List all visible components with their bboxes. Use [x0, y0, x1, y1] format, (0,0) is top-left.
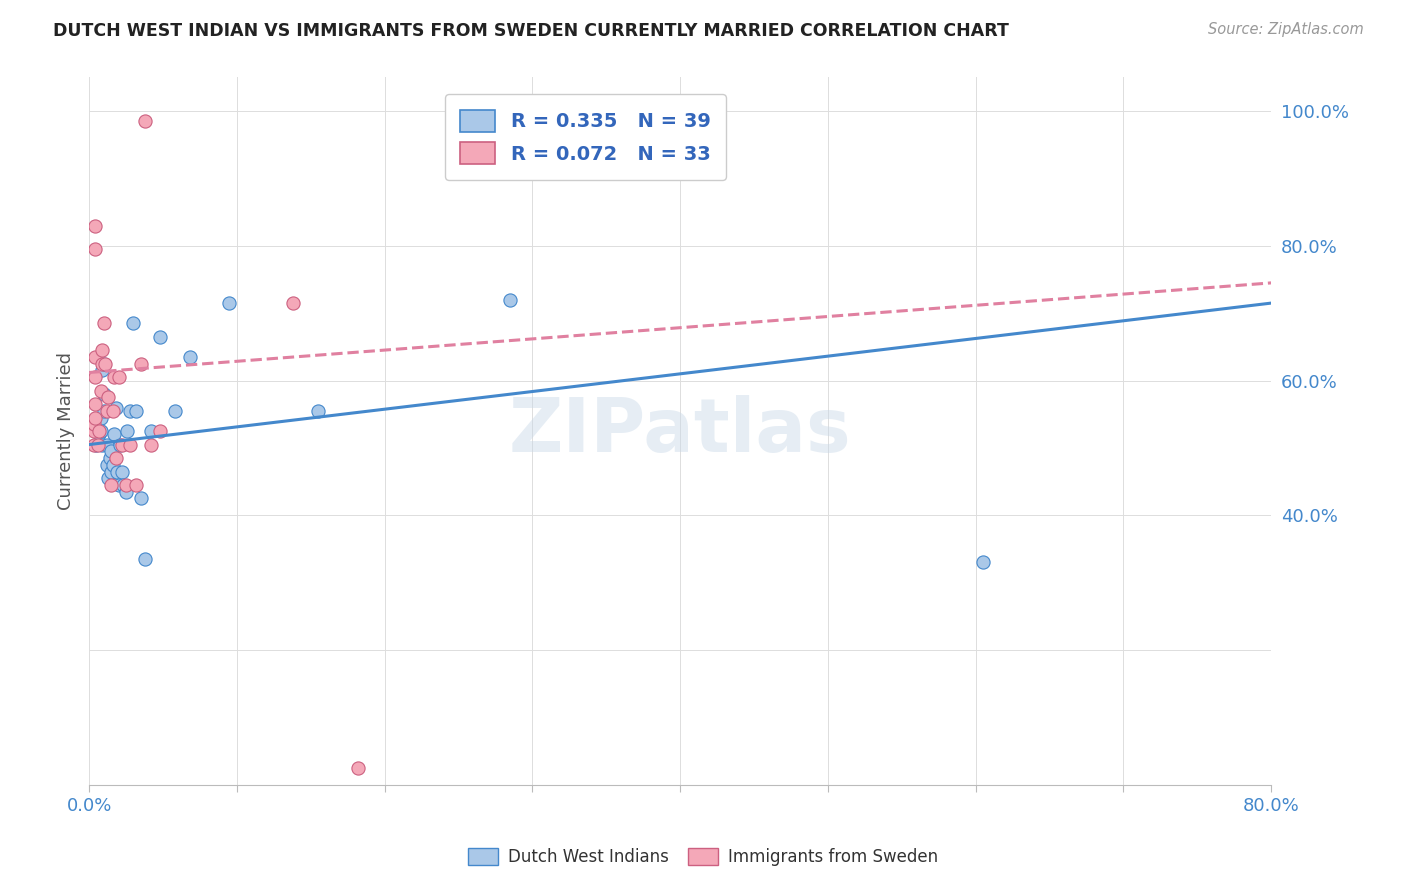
Point — [84, 350, 107, 364]
Point — [120, 437, 142, 451]
Point — [100, 444, 122, 458]
Point — [107, 370, 129, 384]
Point — [125, 404, 148, 418]
Point — [96, 458, 118, 472]
Point — [87, 437, 110, 451]
Point — [83, 437, 105, 451]
Point — [91, 343, 114, 358]
Text: ZIPatlas: ZIPatlas — [509, 394, 852, 467]
Point — [110, 437, 132, 451]
Point — [139, 424, 162, 438]
Point — [972, 556, 994, 570]
Point — [94, 357, 117, 371]
Point — [120, 404, 142, 418]
Point — [93, 387, 115, 401]
Point — [98, 451, 121, 466]
Point — [105, 465, 128, 479]
Point — [149, 424, 172, 438]
Point — [101, 458, 124, 472]
Point — [96, 437, 118, 451]
Point — [90, 384, 112, 398]
Point — [97, 391, 120, 405]
Point — [108, 437, 131, 451]
Point — [347, 761, 370, 775]
Point — [129, 357, 152, 371]
Point — [499, 293, 522, 307]
Point — [84, 219, 107, 233]
Point — [84, 242, 107, 256]
Point — [86, 437, 108, 451]
Point — [218, 296, 240, 310]
Point — [96, 404, 118, 418]
Point — [84, 410, 107, 425]
Point — [125, 478, 148, 492]
Text: Source: ZipAtlas.com: Source: ZipAtlas.com — [1208, 22, 1364, 37]
Point — [84, 397, 107, 411]
Point — [90, 424, 112, 438]
Point — [149, 330, 172, 344]
Text: DUTCH WEST INDIAN VS IMMIGRANTS FROM SWEDEN CURRENTLY MARRIED CORRELATION CHART: DUTCH WEST INDIAN VS IMMIGRANTS FROM SWE… — [53, 22, 1010, 40]
Point — [91, 363, 114, 377]
Point — [112, 478, 135, 492]
Point — [110, 465, 132, 479]
Point — [103, 427, 125, 442]
Point — [84, 370, 107, 384]
Point — [104, 401, 127, 415]
Point — [93, 404, 115, 418]
Point — [134, 552, 156, 566]
Point — [83, 417, 105, 432]
Point — [93, 316, 115, 330]
Point — [115, 478, 138, 492]
Point — [91, 357, 114, 371]
Legend: Dutch West Indians, Immigrants from Sweden: Dutch West Indians, Immigrants from Swed… — [461, 841, 945, 873]
Point — [117, 424, 139, 438]
Legend: R = 0.335   N = 39, R = 0.072   N = 33: R = 0.335 N = 39, R = 0.072 N = 33 — [444, 95, 727, 180]
Point — [100, 465, 122, 479]
Point — [103, 370, 125, 384]
Point — [122, 316, 145, 330]
Point — [100, 478, 122, 492]
Point — [107, 478, 129, 492]
Point — [97, 471, 120, 485]
Point — [134, 114, 156, 128]
Point — [93, 357, 115, 371]
Point — [163, 404, 186, 418]
Point — [115, 484, 138, 499]
Point — [139, 437, 162, 451]
Point — [89, 427, 111, 442]
Point — [104, 451, 127, 466]
Point — [89, 424, 111, 438]
Point — [84, 421, 107, 435]
Point — [90, 410, 112, 425]
Point — [281, 296, 304, 310]
Point — [91, 437, 114, 451]
Point — [179, 350, 201, 364]
Point — [129, 491, 152, 506]
Point — [307, 404, 329, 418]
Point — [83, 424, 105, 438]
Y-axis label: Currently Married: Currently Married — [58, 352, 75, 510]
Point — [101, 404, 124, 418]
